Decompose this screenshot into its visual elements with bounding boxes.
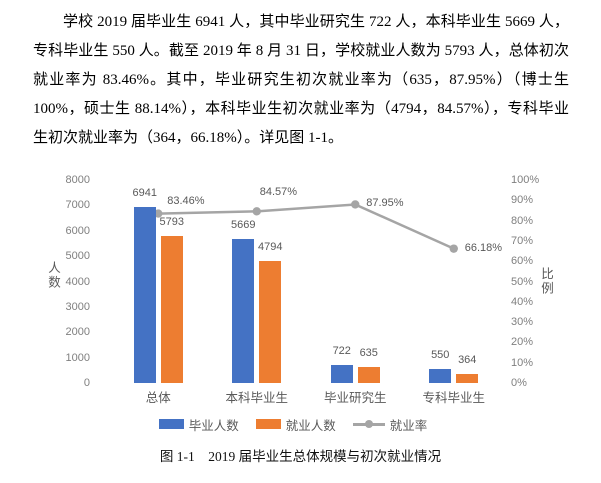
legend-item: 就业人数: [255, 415, 336, 434]
category-label: 总体: [145, 391, 171, 405]
employment-rate-label: 84.57%: [259, 186, 298, 199]
y-axis-left-tick: 6000: [65, 224, 90, 237]
employed-count-bar: [160, 236, 183, 383]
bar-value-label: 364: [458, 353, 477, 366]
y-axis-right-tick: 30%: [511, 316, 534, 329]
y-axis-left-tick: 3000: [65, 300, 90, 313]
category-label: 专科毕业生: [422, 391, 485, 405]
y-axis-left-tick: 4000: [65, 275, 90, 288]
legend-label: 就业人数: [285, 418, 336, 433]
legend-line-swatch: [352, 419, 385, 429]
y-axis-right-title: 比例: [539, 267, 553, 296]
employment-rate-label: 87.95%: [366, 197, 404, 210]
y-axis-right-tick: 80%: [511, 214, 534, 227]
category-label: 毕业研究生: [323, 391, 387, 405]
y-axis-right-tick: 50%: [511, 275, 534, 288]
employed-count-bar: [357, 366, 380, 383]
legend-bar-swatch: [158, 419, 184, 429]
intro-paragraph: 学校 2019 届毕业生 6941 人，其中毕业研究生 722 人，本科毕业生 …: [33, 14, 569, 146]
y-axis-right-tick: 40%: [511, 295, 534, 308]
graduate-count-bar: [429, 369, 452, 383]
y-axis-right-tick: 10%: [511, 356, 534, 369]
bar-value-label: 635: [359, 346, 378, 359]
y-axis-left-tick: 1000: [65, 351, 90, 364]
chart-legend: 毕业人数 就业人数 就业率: [0, 415, 586, 434]
category-label: 本科毕业生: [225, 391, 288, 405]
y-axis-right-tick: 70%: [511, 234, 534, 247]
employment-rate-line: [154, 200, 458, 253]
y-axis-left-title: 人数: [46, 261, 60, 290]
y-axis-left-tick: 0: [83, 377, 90, 389]
y-axis-right-tick: 90%: [511, 194, 534, 207]
bar-value-label: 722: [332, 344, 351, 357]
graduate-count-bar: [330, 364, 353, 383]
y-axis-left-tick: 5000: [65, 250, 90, 263]
legend-bar-swatch: [255, 419, 281, 429]
graduate-count-bar: [133, 206, 156, 383]
legend-item: 就业率: [352, 415, 428, 434]
line-swatch-marker: [364, 420, 373, 428]
legend-label: 就业率: [389, 418, 428, 433]
bar-value-label: 550: [431, 349, 450, 362]
employment-rate-label: 66.18%: [464, 241, 503, 254]
y-axis-left-tick: 8000: [65, 174, 90, 186]
y-axis-left-tick: 2000: [65, 326, 90, 339]
y-axis-right-tick: 0%: [511, 377, 527, 389]
legend-label: 毕业人数: [188, 418, 239, 433]
y-axis-right-tick: 60%: [511, 255, 534, 268]
y-axis-right-tick: 100%: [511, 174, 540, 186]
employed-count-bar: [259, 261, 282, 383]
legend-item: 毕业人数: [158, 415, 239, 434]
figure-caption: 图 1-1 2019 届毕业生总体规模与初次就业情况: [159, 449, 442, 464]
graduate-count-bar: [232, 239, 255, 383]
y-axis-left-tick: 7000: [65, 199, 90, 212]
bar-value-label: 4794: [258, 241, 283, 254]
bar-value-label: 5793: [159, 216, 184, 228]
bar-value-label: 6941: [132, 186, 157, 199]
employment-overview-chart: 人数 比例 毕业人数 就业人数 就业率 8000 7000 6000 5000 4000 30…: [0, 170, 601, 445]
y-axis-right-tick: 20%: [511, 336, 534, 349]
employed-count-bar: [456, 373, 479, 383]
employment-rate-label: 83.46%: [167, 194, 205, 207]
bar-value-label: 5669: [231, 219, 256, 232]
